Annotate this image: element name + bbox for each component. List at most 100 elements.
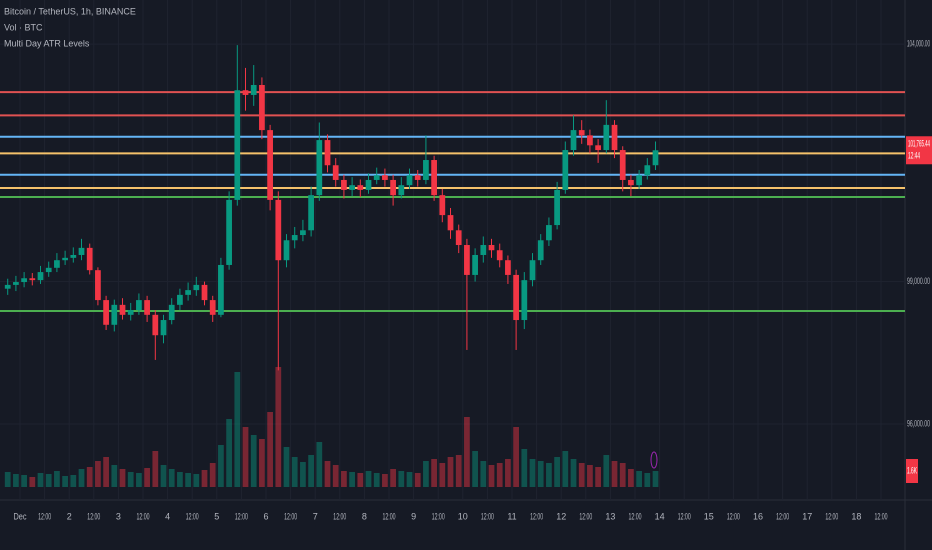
x-tick-label: 10 bbox=[458, 511, 468, 521]
volume-bar bbox=[447, 457, 454, 487]
candle-body bbox=[160, 320, 167, 336]
volume-bar bbox=[185, 473, 191, 487]
volume-bar bbox=[628, 469, 634, 487]
x-tick-label: 12:00 bbox=[481, 511, 494, 521]
candle-body bbox=[603, 124, 610, 151]
volume-bar bbox=[480, 461, 487, 487]
candle-body bbox=[324, 140, 331, 166]
candle-body bbox=[332, 165, 339, 180]
x-tick-label: 12 bbox=[556, 511, 566, 521]
candle-body bbox=[423, 160, 429, 180]
candle-body bbox=[308, 195, 314, 231]
event-marker bbox=[650, 451, 658, 469]
volume-bar bbox=[29, 477, 36, 487]
candle-body bbox=[611, 124, 618, 151]
candle-body bbox=[300, 230, 306, 236]
x-tick-label: 12:00 bbox=[776, 511, 789, 521]
candle-body bbox=[513, 274, 519, 321]
candle-body bbox=[62, 257, 68, 261]
volume-bar bbox=[209, 463, 216, 487]
volume-bar bbox=[455, 455, 462, 487]
candle-body bbox=[218, 264, 224, 315]
volume-bar bbox=[349, 472, 355, 487]
candle-body bbox=[521, 280, 528, 321]
x-tick-label: 2 bbox=[67, 511, 72, 521]
x-tick-label: 12:00 bbox=[825, 511, 838, 521]
candle-body bbox=[103, 300, 109, 325]
candle-body bbox=[349, 185, 355, 190]
candle-body bbox=[70, 254, 77, 258]
x-tick-label: 9 bbox=[411, 511, 416, 521]
x-tick-label: 12:00 bbox=[186, 511, 199, 521]
volume-bar bbox=[488, 465, 495, 487]
candle-body bbox=[201, 284, 208, 301]
candle-body bbox=[619, 150, 626, 180]
candle-body bbox=[447, 215, 454, 231]
candle-body bbox=[86, 247, 93, 271]
candle-body bbox=[177, 294, 183, 305]
candle-body bbox=[250, 84, 257, 95]
x-tick-label: 13 bbox=[605, 511, 615, 521]
volume-bar bbox=[62, 476, 68, 487]
volume-bar bbox=[95, 461, 101, 487]
x-tick-label: 12:00 bbox=[678, 511, 691, 521]
candle-body bbox=[628, 179, 634, 186]
candle-body bbox=[578, 130, 585, 136]
candle-body bbox=[45, 267, 52, 273]
volume-bar bbox=[160, 465, 167, 487]
candle-body bbox=[496, 250, 503, 261]
volume-bar bbox=[365, 471, 372, 487]
legend-indicator: Multi Day ATR Levels bbox=[4, 38, 90, 48]
volume-bar bbox=[439, 463, 446, 487]
x-tick-label: 7 bbox=[313, 511, 318, 521]
volume-bar bbox=[300, 462, 306, 487]
candle-body bbox=[390, 179, 396, 196]
candle-body bbox=[529, 260, 536, 281]
x-tick-label: 15 bbox=[704, 511, 714, 521]
candle-body bbox=[546, 225, 552, 241]
x-tick-label: 16 bbox=[753, 511, 763, 521]
candle-body bbox=[259, 84, 265, 131]
candle-body bbox=[341, 179, 347, 190]
legend-title: Bitcoin / TetherUS, 1h, BINANCE bbox=[4, 6, 136, 16]
candle-body bbox=[4, 284, 11, 289]
volume-bar bbox=[332, 465, 339, 487]
candle-body bbox=[398, 185, 405, 196]
x-tick-label: 14 bbox=[655, 511, 665, 521]
candle-body bbox=[406, 175, 413, 186]
volume-bar bbox=[4, 472, 11, 487]
volume-bar bbox=[644, 473, 651, 487]
volume-bar bbox=[595, 467, 601, 487]
x-tick-label: 12:00 bbox=[235, 511, 248, 521]
volume-bar bbox=[275, 367, 282, 487]
x-tick-label: 12:00 bbox=[579, 511, 592, 521]
countdown-label: 12:44 bbox=[908, 151, 920, 161]
volume-bar bbox=[423, 461, 429, 487]
volume-bar bbox=[70, 475, 77, 487]
volume-bar bbox=[234, 372, 241, 487]
volume-bar bbox=[578, 463, 585, 487]
candle-body bbox=[488, 245, 495, 251]
candle-body bbox=[37, 272, 44, 281]
last-volume-label: 1.6K bbox=[907, 465, 917, 475]
candle-body bbox=[209, 300, 216, 315]
candle-body bbox=[472, 254, 478, 275]
volume-bar bbox=[201, 470, 208, 487]
candle-body bbox=[119, 304, 126, 315]
volume-bar bbox=[283, 447, 290, 487]
volume-bar bbox=[390, 469, 396, 487]
volume-bar bbox=[537, 461, 544, 487]
volume-bar bbox=[37, 473, 44, 487]
y-tick-label: 96,000.00 bbox=[907, 418, 930, 428]
x-tick-label: 12:00 bbox=[38, 511, 51, 521]
volume-bar bbox=[78, 469, 85, 487]
candle-body bbox=[480, 245, 487, 255]
candle-body bbox=[144, 300, 150, 315]
x-tick-label: 8 bbox=[362, 511, 367, 521]
x-tick-label: 12:00 bbox=[284, 511, 297, 521]
candle-body bbox=[136, 300, 142, 311]
candle-body bbox=[365, 179, 372, 190]
grid bbox=[0, 0, 905, 500]
candle-body bbox=[382, 175, 388, 180]
volume-bar bbox=[127, 472, 134, 487]
